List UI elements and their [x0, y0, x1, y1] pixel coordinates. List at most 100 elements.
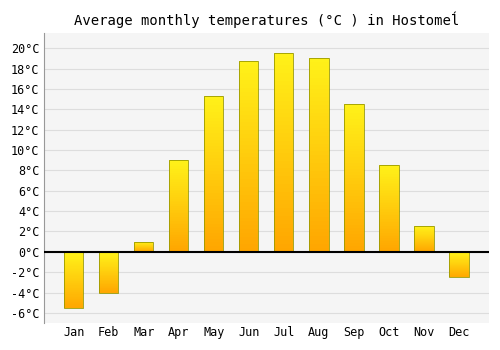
- Bar: [414, 231, 434, 232]
- Bar: [310, 93, 328, 97]
- Bar: [380, 207, 398, 209]
- Bar: [99, 276, 118, 277]
- Bar: [414, 245, 434, 246]
- Bar: [274, 220, 293, 224]
- Bar: [239, 134, 258, 138]
- Bar: [64, 295, 84, 297]
- Bar: [414, 227, 434, 228]
- Bar: [380, 231, 398, 233]
- Bar: [239, 69, 258, 73]
- Bar: [99, 275, 118, 276]
- Bar: [274, 149, 293, 153]
- Bar: [169, 162, 188, 164]
- Bar: [274, 137, 293, 141]
- Bar: [204, 211, 224, 215]
- Bar: [310, 117, 328, 120]
- Bar: [344, 172, 364, 175]
- Bar: [274, 212, 293, 216]
- Bar: [310, 66, 328, 70]
- Bar: [169, 210, 188, 211]
- Bar: [239, 62, 258, 65]
- Bar: [344, 169, 364, 172]
- Bar: [169, 188, 188, 190]
- Bar: [274, 125, 293, 129]
- Bar: [414, 242, 434, 243]
- Bar: [204, 180, 224, 183]
- Bar: [450, 259, 468, 260]
- Bar: [239, 141, 258, 145]
- Bar: [310, 248, 328, 252]
- Bar: [169, 245, 188, 246]
- Bar: [344, 234, 364, 237]
- Bar: [344, 158, 364, 160]
- Bar: [99, 253, 118, 254]
- Bar: [274, 101, 293, 105]
- Bar: [64, 299, 84, 300]
- Bar: [380, 205, 398, 207]
- Bar: [169, 211, 188, 214]
- Bar: [64, 297, 84, 298]
- Bar: [310, 109, 328, 113]
- Bar: [310, 58, 328, 252]
- Bar: [239, 191, 258, 195]
- Bar: [310, 167, 328, 170]
- Bar: [99, 255, 118, 256]
- Bar: [380, 229, 398, 231]
- Bar: [310, 78, 328, 82]
- Bar: [239, 122, 258, 126]
- Bar: [64, 265, 84, 266]
- Bar: [344, 210, 364, 214]
- Bar: [204, 230, 224, 233]
- Bar: [344, 116, 364, 119]
- Bar: [169, 202, 188, 204]
- Bar: [344, 231, 364, 234]
- Bar: [169, 178, 188, 180]
- Bar: [64, 260, 84, 261]
- Bar: [414, 243, 434, 244]
- Bar: [274, 228, 293, 232]
- Bar: [310, 229, 328, 232]
- Bar: [64, 292, 84, 293]
- Bar: [239, 157, 258, 160]
- Bar: [450, 252, 468, 253]
- Bar: [239, 160, 258, 164]
- Bar: [64, 253, 84, 254]
- Bar: [204, 96, 224, 252]
- Bar: [274, 208, 293, 212]
- Bar: [380, 212, 398, 214]
- Bar: [450, 260, 468, 261]
- Bar: [380, 217, 398, 219]
- Bar: [64, 287, 84, 288]
- Bar: [99, 282, 118, 283]
- Bar: [204, 199, 224, 202]
- Bar: [380, 216, 398, 217]
- Bar: [99, 257, 118, 258]
- Bar: [239, 180, 258, 183]
- Bar: [310, 236, 328, 240]
- Bar: [310, 202, 328, 205]
- Bar: [169, 193, 188, 195]
- Bar: [64, 271, 84, 272]
- Bar: [169, 243, 188, 245]
- Bar: [344, 160, 364, 163]
- Bar: [344, 104, 364, 252]
- Bar: [169, 215, 188, 217]
- Bar: [344, 107, 364, 110]
- Bar: [414, 239, 434, 240]
- Bar: [380, 195, 398, 196]
- Bar: [450, 270, 468, 271]
- Bar: [414, 237, 434, 238]
- Bar: [274, 180, 293, 184]
- Bar: [274, 244, 293, 248]
- Bar: [310, 194, 328, 198]
- Bar: [169, 173, 188, 175]
- Bar: [169, 168, 188, 169]
- Bar: [380, 226, 398, 228]
- Bar: [344, 163, 364, 166]
- Bar: [64, 293, 84, 294]
- Bar: [204, 136, 224, 140]
- Bar: [344, 175, 364, 178]
- Bar: [274, 184, 293, 188]
- Bar: [239, 214, 258, 218]
- Bar: [450, 257, 468, 258]
